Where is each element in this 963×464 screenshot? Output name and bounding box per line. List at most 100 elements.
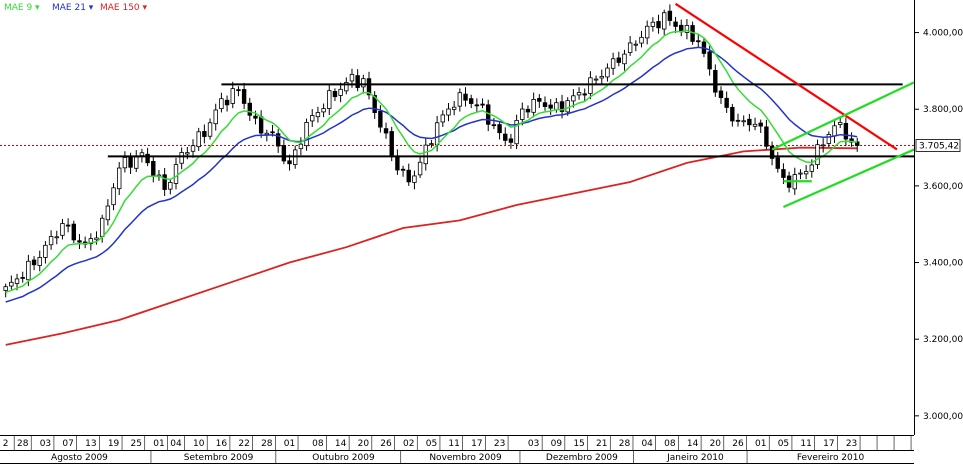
candle (241, 82, 247, 110)
x-month-label: Fevereiro 2010 (797, 453, 865, 463)
candle-body (537, 98, 542, 102)
candle-body (440, 114, 446, 123)
candle-body (599, 76, 604, 79)
candle (162, 167, 167, 196)
candle (605, 63, 610, 82)
candle (525, 105, 531, 119)
y-tick-label: 3.200,00 (923, 335, 963, 345)
legend-mae-150[interactable]: MAE 150 ▾ (100, 3, 148, 13)
candle-body (77, 240, 82, 243)
candle (463, 87, 468, 107)
candle (202, 124, 207, 144)
candle-body (145, 153, 150, 164)
candle-body (457, 92, 463, 107)
candle-body (809, 164, 815, 172)
candle (593, 75, 599, 85)
candle (281, 139, 287, 165)
candle (117, 162, 122, 195)
candle-body (43, 244, 48, 258)
candle-body (48, 236, 54, 246)
candle (758, 119, 763, 133)
candle (111, 183, 116, 211)
candle-body (406, 169, 411, 183)
candle (417, 156, 423, 178)
candle (633, 40, 639, 52)
candle (65, 218, 71, 233)
candle (43, 241, 48, 264)
x-day-label: 20 (710, 439, 722, 449)
candle (3, 283, 8, 298)
candle (837, 117, 843, 129)
candle-body (531, 99, 536, 113)
candle (190, 139, 196, 158)
candle-body (616, 57, 621, 63)
candle-body (60, 223, 65, 236)
candle-body (400, 168, 406, 171)
x-day-label: 05 (426, 439, 437, 449)
legend: MAE 9 ▾ MAE 21 ▾ MAE 150 ▾ (4, 3, 148, 13)
candle (662, 9, 667, 35)
x-day-label: 14 (687, 439, 699, 449)
candle-body (667, 10, 673, 21)
legend-mae-21[interactable]: MAE 21 ▾ (52, 3, 94, 13)
x-day-label: 04 (641, 439, 653, 449)
candle (497, 121, 502, 140)
x-day-label: 09 (551, 439, 563, 449)
candle (122, 151, 128, 173)
candle-body (554, 102, 559, 110)
candle-body (190, 145, 196, 152)
y-tick-label: 3.400,00 (923, 259, 963, 269)
candle-body (37, 257, 42, 266)
candle (803, 165, 809, 180)
candle (820, 138, 826, 153)
candle (610, 52, 616, 75)
candle-body (605, 67, 610, 78)
candle (168, 179, 173, 195)
candle-body (735, 119, 741, 122)
candle-body (338, 88, 343, 96)
candle-body (803, 171, 809, 175)
x-day-label: 04 (170, 439, 182, 449)
x-day-label: 21 (596, 439, 607, 449)
candle-body (315, 112, 321, 118)
y-tick-label: 4.000,00 (923, 29, 963, 39)
candle-body (253, 115, 258, 119)
x-day-label: 25 (131, 439, 142, 449)
candle-body (593, 78, 599, 81)
candle-body (207, 122, 213, 137)
legend-mae-9[interactable]: MAE 9 ▾ (4, 3, 40, 13)
candle-body (781, 169, 786, 178)
candle (54, 230, 59, 245)
candlestick-series (3, 4, 860, 298)
candle (576, 87, 582, 100)
candle (31, 256, 37, 271)
candle (457, 88, 463, 112)
candle (741, 115, 746, 127)
candle-body (656, 21, 661, 29)
candle-body (752, 123, 758, 127)
candle-body (310, 115, 315, 122)
candle-body (769, 145, 775, 159)
candle (599, 69, 604, 85)
x-day-label: 07 (62, 439, 73, 449)
candle (230, 81, 235, 109)
candle (298, 137, 304, 156)
candle-body (662, 12, 667, 30)
candle-body (497, 124, 502, 134)
candle (219, 92, 224, 113)
x-day-label: 11 (448, 439, 459, 449)
trend-line (674, 2, 898, 151)
candle-body (99, 217, 105, 237)
candle-body (468, 98, 474, 104)
candle-body (673, 21, 678, 27)
x-month-label: Janeiro 2010 (666, 453, 724, 463)
candle (684, 19, 690, 40)
candle (769, 141, 775, 166)
x-day-label: 08 (664, 439, 676, 449)
candle-body (128, 156, 133, 168)
candle-body (639, 36, 644, 44)
candle-body (202, 131, 207, 137)
candle-body (224, 99, 230, 106)
candle (542, 96, 548, 111)
candle-body (361, 78, 366, 88)
